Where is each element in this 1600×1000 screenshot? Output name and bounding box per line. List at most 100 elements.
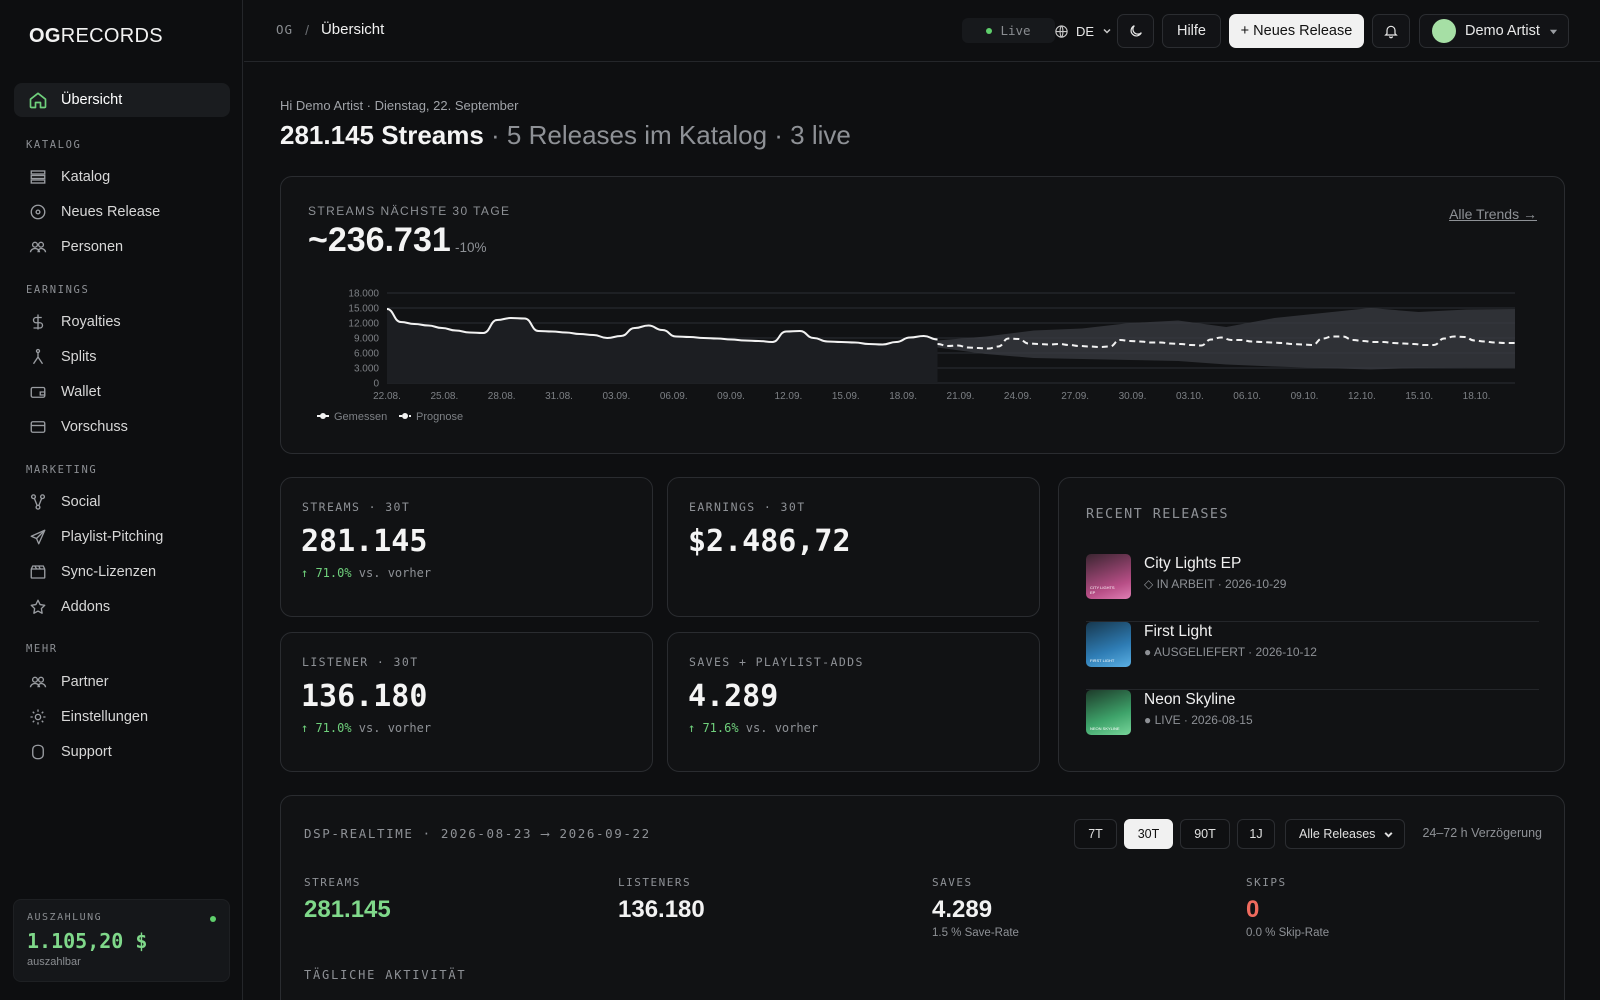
notifications-button[interactable]: [1372, 14, 1410, 48]
sidebar-item-katalog[interactable]: Katalog: [14, 160, 230, 194]
range-tab-30t[interactable]: 30T: [1124, 819, 1173, 849]
release-item[interactable]: CITY LIGHTS EP City Lights EP ◇ IN ARBEI…: [1086, 554, 1539, 622]
streams-forecast-card: STREAMS NÄCHSTE 30 TAGE ~236.731 -10% Al…: [280, 176, 1565, 454]
x-tick-label: 22.08.: [373, 391, 401, 402]
payout-label: AUSZAHLUNG: [27, 912, 103, 923]
dsp-title: DSP-REALTIME · 2026-08-23 ⟶ 2026-09-22: [304, 826, 651, 841]
help-button[interactable]: Hilfe: [1162, 14, 1221, 48]
star-icon: [28, 597, 48, 617]
sidebar-item-new-release[interactable]: Neues Release: [14, 195, 230, 229]
x-tick-label: 12.09.: [775, 391, 803, 402]
sidebar-item-wallet[interactable]: Wallet: [14, 375, 230, 409]
globe-icon: [1054, 24, 1069, 39]
sidebar-item-addons[interactable]: Addons: [14, 590, 230, 624]
list-icon: [28, 167, 48, 187]
metric-value: 4.289: [932, 896, 993, 923]
stat-value: 4.289: [688, 679, 779, 714]
streams-line-chart: 18.000 15.000 12.000 9.000 6.000 3.000 022.08.…: [317, 289, 1515, 423]
user-name: Demo Artist: [1465, 23, 1540, 39]
sidebar-item-overview[interactable]: Übersicht: [14, 83, 230, 117]
sidebar-item-label: Einstellungen: [61, 709, 149, 725]
stat-change: ↑ 71.6% vs. vorher: [688, 721, 819, 735]
release-item[interactable]: FIRST LIGHT First Light ● AUSGELIEFERT ·…: [1086, 622, 1539, 690]
nav-section-katalog: KATALOG: [26, 139, 82, 151]
x-tick-label: 18.10.: [1463, 391, 1491, 402]
y-tick-label: 3.000: [354, 364, 379, 375]
release-item[interactable]: NEON SKYLINE Neon Skyline ● LIVE · 2026-…: [1086, 690, 1539, 758]
range-tab-90t[interactable]: 90T: [1180, 819, 1230, 849]
avatar: [1432, 19, 1456, 43]
delay-note: 24–72 h Verzögerung: [1422, 826, 1542, 840]
stat-card-earnings: EARNINGS · 30T $2.486,72: [667, 477, 1040, 617]
x-tick-label: 21.09.: [947, 391, 975, 402]
sidebar-item-partner[interactable]: Partner: [14, 665, 230, 699]
metric-value: 0: [1246, 896, 1260, 923]
y-tick-label: 0: [373, 379, 379, 390]
sidebar-item-support[interactable]: Support: [14, 735, 230, 769]
sidebar-item-label: Support: [61, 744, 112, 760]
sidebar-item-label: Vorschuss: [61, 419, 128, 435]
new-release-button[interactable]: + Neues Release: [1229, 14, 1364, 48]
release-name: Neon Skyline: [1144, 691, 1236, 708]
gear-icon: [28, 707, 48, 727]
topbar: OG / Übersicht Live DE Hilfe + Neues Rel…: [244, 0, 1600, 62]
range-tab-7t[interactable]: 7T: [1074, 819, 1117, 849]
sidebar-item-playlist-pitching[interactable]: Playlist-Pitching: [14, 520, 230, 554]
all-trends-link[interactable]: Alle Trends →: [1449, 206, 1537, 222]
x-tick-label: 03.10.: [1176, 391, 1204, 402]
sidebar-item-royalties[interactable]: Royalties: [14, 305, 230, 339]
app-logo[interactable]: OGRECORDS: [29, 25, 163, 47]
metric-value: 281.145: [304, 896, 391, 923]
metric-sub: 1.5 % Save-Rate: [932, 927, 1019, 939]
live-dot: [986, 27, 993, 34]
breadcrumb-root[interactable]: OG: [276, 22, 294, 37]
chevron-down-icon: [1102, 26, 1112, 36]
x-tick-label: 09.10.: [1291, 391, 1319, 402]
send-icon: [28, 527, 48, 547]
metric-label: SKIPS: [1246, 876, 1287, 889]
x-tick-label: 03.09.: [602, 391, 630, 402]
sidebar-item-label: Splits: [61, 349, 97, 365]
sidebar-item-label: Wallet: [61, 384, 101, 400]
stat-card-listener: LISTENER · 30T 136.180 ↑ 71.0% vs. vorhe…: [280, 632, 653, 772]
y-tick-label: 18.000: [348, 289, 379, 300]
shield-icon: [28, 742, 48, 762]
dollar-icon: [28, 312, 48, 332]
x-tick-label: 15.10.: [1405, 391, 1433, 402]
sidebar-item-label: Royalties: [61, 314, 121, 330]
range-tab-1j[interactable]: 1J: [1237, 819, 1275, 849]
sidebar-item-splits[interactable]: Splits: [14, 340, 230, 374]
sidebar-item-people[interactable]: Personen: [14, 230, 230, 264]
stat-card-streams: STREAMS · 30T 281.145 ↑ 71.0% vs. vorher: [280, 477, 653, 617]
x-tick-label: 09.09.: [717, 391, 745, 402]
stat-value: 136.180: [301, 679, 428, 714]
sidebar-item-social[interactable]: Social: [14, 485, 230, 519]
moon-icon: [1128, 23, 1144, 39]
dsp-metric-streams: STREAMS 281.145: [304, 876, 391, 924]
language-selector[interactable]: DE: [1044, 14, 1122, 48]
sidebar-item-sync-licenses[interactable]: Sync-Lizenzen: [14, 555, 230, 589]
share-icon: [28, 492, 48, 512]
legend-dot-prognose: [402, 413, 408, 419]
stat-label: EARNINGS · 30T: [689, 500, 806, 514]
release-meta: ◇ IN ARBEIT · 2026-10-29: [1144, 577, 1287, 591]
sidebar-item-label: Personen: [61, 239, 124, 255]
nav-section-mehr: MEHR: [26, 643, 58, 655]
wallet-icon: [28, 382, 48, 402]
metric-sub: 0.0 % Skip-Rate: [1246, 927, 1330, 939]
user-menu[interactable]: Demo Artist: [1419, 14, 1569, 48]
sidebar-item-settings[interactable]: Einstellungen: [14, 700, 230, 734]
x-tick-label: 24.09.: [1004, 391, 1032, 402]
release-cover: NEON SKYLINE: [1086, 690, 1131, 735]
payout-widget[interactable]: AUSZAHLUNG 1.105,20 $ auszahlbar: [13, 899, 230, 982]
legend-label-prognose: Prognose: [416, 411, 463, 423]
dsp-metric-saves: SAVES 4.289 1.5 % Save-Rate: [932, 876, 1019, 939]
x-tick-label: 18.09.: [889, 391, 917, 402]
release-filter-select[interactable]: Alle Releases: [1285, 819, 1405, 849]
language-label: DE: [1075, 23, 1095, 39]
sidebar-item-advance[interactable]: Vorschuss: [14, 410, 230, 444]
nav-section-marketing: MARKETING: [26, 464, 98, 476]
theme-toggle-button[interactable]: [1117, 14, 1154, 48]
forecast-value: ~236.731: [308, 221, 451, 259]
users-icon: [28, 672, 48, 692]
